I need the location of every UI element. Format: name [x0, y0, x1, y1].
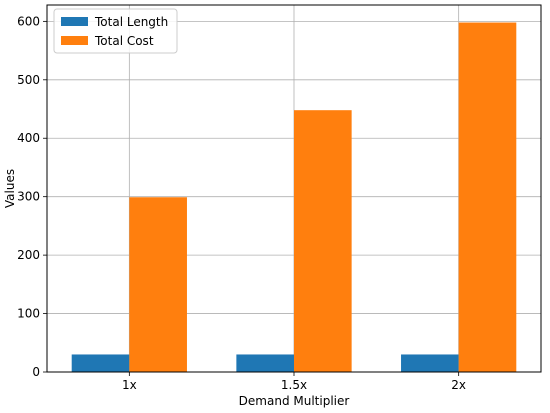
- legend-label: Total Cost: [94, 34, 154, 48]
- y-tick-label: 100: [17, 307, 40, 321]
- x-axis-ticks: 1x 1.5x 2x: [122, 372, 466, 392]
- x-tick-label: 2x: [451, 378, 466, 392]
- x-tick-label: 1x: [122, 378, 137, 392]
- y-tick-label: 200: [17, 248, 40, 262]
- bar-total-cost: [458, 22, 517, 372]
- y-tick-label: 300: [17, 190, 40, 204]
- bar-total-cost: [294, 110, 352, 372]
- y-axis-ticks: 0 100 200 300 400 500 600: [17, 14, 47, 379]
- x-axis-label: Demand Multiplier: [239, 394, 350, 408]
- legend: Total Length Total Cost: [53, 8, 178, 54]
- bar-total-length: [71, 354, 130, 372]
- legend-swatch: [61, 17, 88, 26]
- bars: [71, 22, 517, 372]
- legend-swatch: [61, 36, 88, 45]
- y-axis-label: Values: [3, 169, 17, 208]
- y-tick-label: 600: [17, 14, 40, 28]
- y-tick-label: 500: [17, 73, 40, 87]
- y-tick-label: 400: [17, 131, 40, 145]
- bar-total-cost: [129, 197, 187, 372]
- bar-total-length: [236, 354, 294, 372]
- bar-total-length: [401, 354, 459, 372]
- y-tick-label: 0: [32, 365, 40, 379]
- x-tick-label: 1.5x: [281, 378, 307, 392]
- legend-label: Total Length: [94, 15, 168, 29]
